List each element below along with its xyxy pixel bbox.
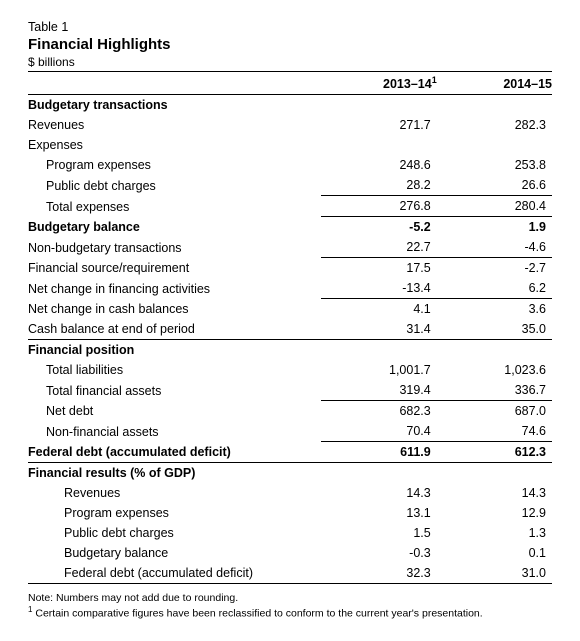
row-net-debt: Net debt 682.3 687.0 xyxy=(28,401,552,422)
row-federal-debt: Federal debt (accumulated deficit) 611.9… xyxy=(28,442,552,463)
row-budgetary-balance: Budgetary balance -5.2 1.9 xyxy=(28,217,552,238)
row-gdp-program-expenses: Program expenses 13.1 12.9 xyxy=(28,503,552,523)
row-program-expenses: Program expenses 248.6 253.8 xyxy=(28,155,552,175)
col-header-2: 2014–15 xyxy=(437,72,552,95)
note-rounding: Note: Numbers may not add due to roundin… xyxy=(28,592,552,605)
row-gdp-budgetary-balance: Budgetary balance -0.3 0.1 xyxy=(28,543,552,563)
unit-label: $ billions xyxy=(28,55,552,69)
col-header-1: 2013–141 xyxy=(321,72,436,95)
row-revenues: Revenues 271.7 282.3 xyxy=(28,115,552,135)
row-total-fin-assets: Total financial assets 319.4 336.7 xyxy=(28,380,552,401)
row-non-fin-assets: Non-financial assets 70.4 74.6 xyxy=(28,421,552,442)
footnote-1: 1 Certain comparative figures have been … xyxy=(28,605,552,621)
section-fin-results-gdp: Financial results (% of GDP) xyxy=(28,463,321,484)
financial-table: 2013–141 2014–15 Budgetary transactions … xyxy=(28,71,552,590)
row-fin-source-req: Financial source/requirement 17.5 -2.7 xyxy=(28,258,552,279)
page-title: Financial Highlights xyxy=(28,36,552,53)
row-non-budgetary: Non-budgetary transactions 22.7 -4.6 xyxy=(28,237,552,258)
row-gdp-public-debt-charges: Public debt charges 1.5 1.3 xyxy=(28,523,552,543)
table-label: Table 1 xyxy=(28,20,552,34)
row-net-change-fin-act: Net change in financing activities -13.4… xyxy=(28,278,552,299)
row-gdp-revenues: Revenues 14.3 14.3 xyxy=(28,483,552,503)
row-expenses-label: Expenses xyxy=(28,135,552,155)
row-total-expenses: Total expenses 276.8 280.4 xyxy=(28,196,552,217)
section-financial-position: Financial position xyxy=(28,340,321,361)
notes: Note: Numbers may not add due to roundin… xyxy=(28,592,552,621)
row-total-liabilities: Total liabilities 1,001.7 1,023.6 xyxy=(28,360,552,380)
row-public-debt-charges: Public debt charges 28.2 26.6 xyxy=(28,175,552,196)
row-cash-balance-end: Cash balance at end of period 31.4 35.0 xyxy=(28,319,552,340)
section-budgetary-transactions: Budgetary transactions xyxy=(28,95,321,116)
row-gdp-federal-debt: Federal debt (accumulated deficit) 32.3 … xyxy=(28,563,552,584)
row-net-change-cash: Net change in cash balances 4.1 3.6 xyxy=(28,299,552,320)
